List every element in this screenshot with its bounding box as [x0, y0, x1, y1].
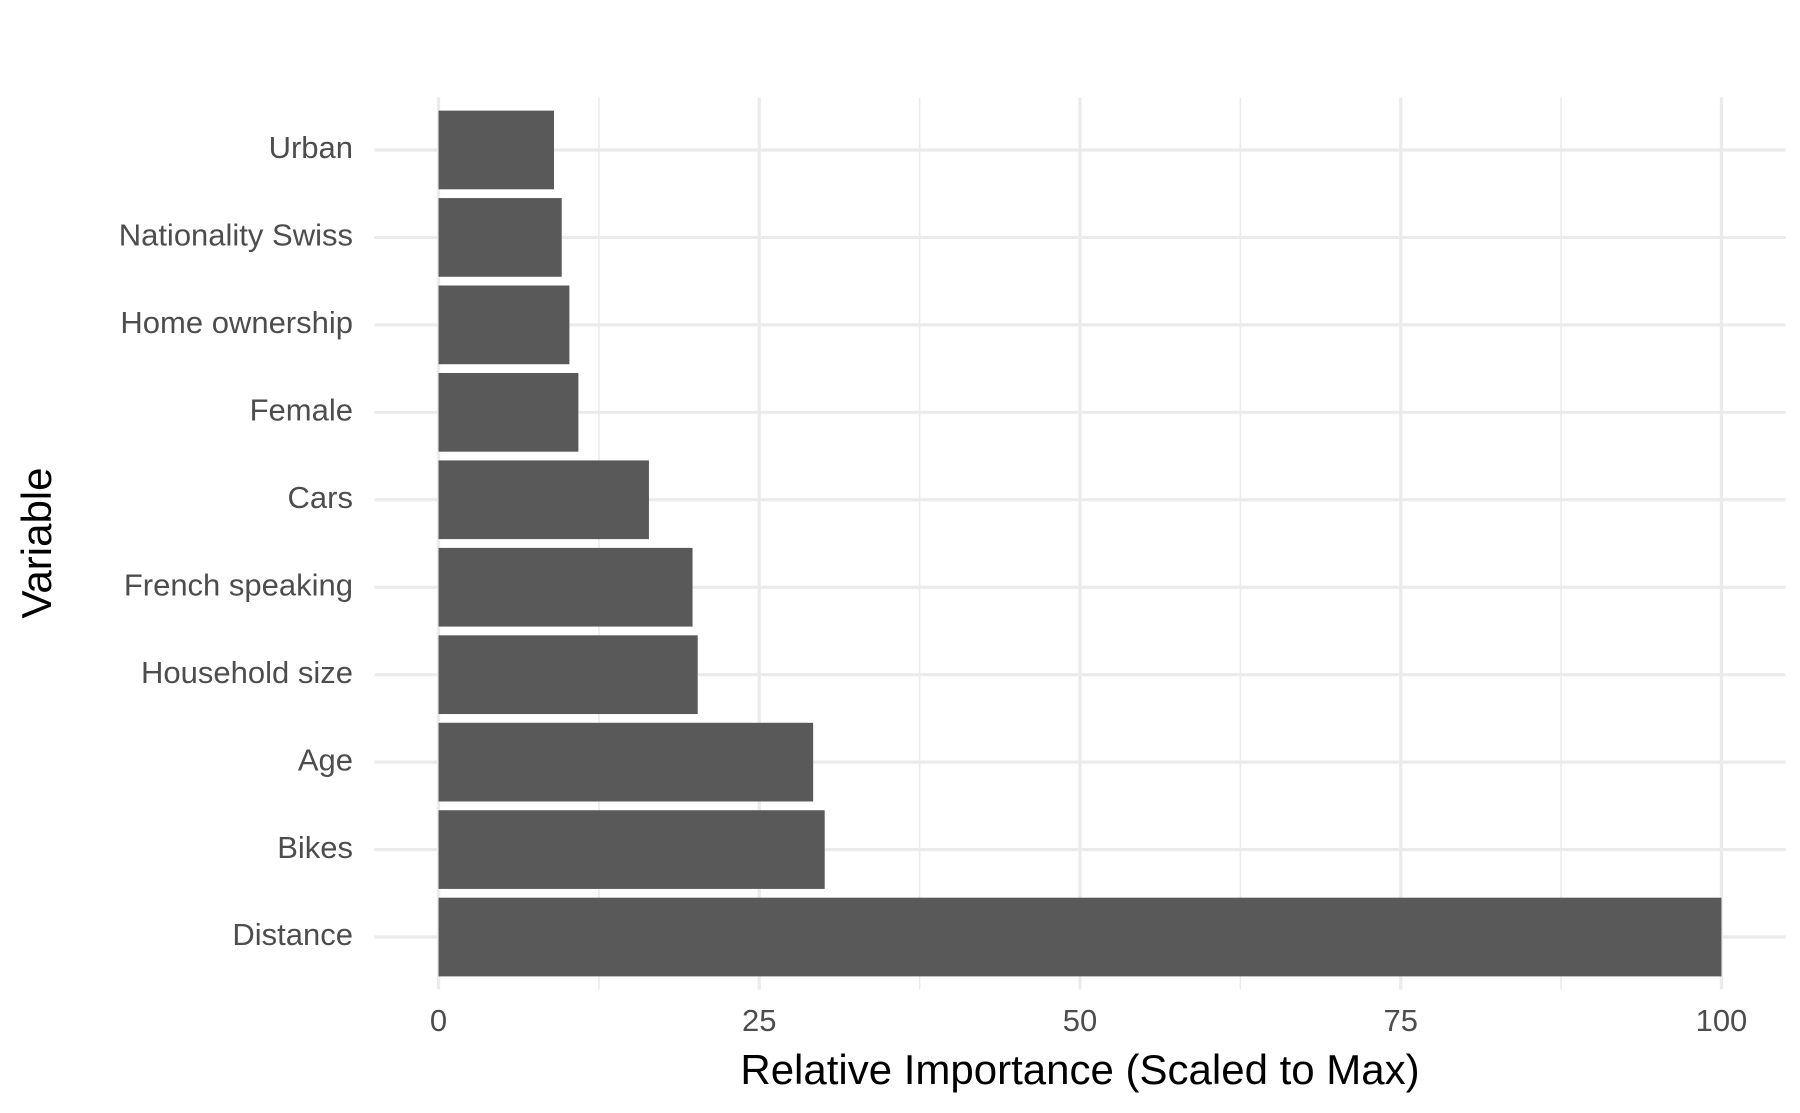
y-tick-label: Bikes [277, 830, 353, 865]
bar [438, 198, 562, 277]
bar [438, 372, 579, 452]
y-tick-label: French speaking [124, 567, 353, 602]
bar [438, 110, 555, 190]
bar [438, 810, 825, 889]
bar [438, 635, 698, 715]
bar [438, 897, 1722, 977]
y-tick-label: Urban [269, 130, 353, 165]
x-tick-label: 100 [1696, 1003, 1748, 1038]
bar [438, 460, 649, 540]
y-tick-label: Nationality Swiss [119, 218, 353, 253]
x-tick-label: 50 [1063, 1003, 1097, 1038]
bar [438, 547, 693, 627]
y-tick-label: Age [298, 742, 353, 777]
x-tick-label: 75 [1383, 1003, 1417, 1038]
y-tick-label: Female [250, 393, 353, 428]
bar [438, 285, 570, 365]
y-tick-label: Cars [288, 480, 353, 515]
x-tick-label: 25 [742, 1003, 776, 1038]
y-tick-label: Distance [232, 917, 353, 952]
x-axis-title: Relative Importance (Scaled to Max) [740, 1046, 1419, 1093]
y-tick-label: Home ownership [120, 305, 353, 340]
y-tick-label: Household size [141, 655, 353, 690]
x-tick-label: 0 [430, 1003, 447, 1038]
y-axis-title: Variable [13, 468, 60, 619]
bar [438, 722, 814, 802]
